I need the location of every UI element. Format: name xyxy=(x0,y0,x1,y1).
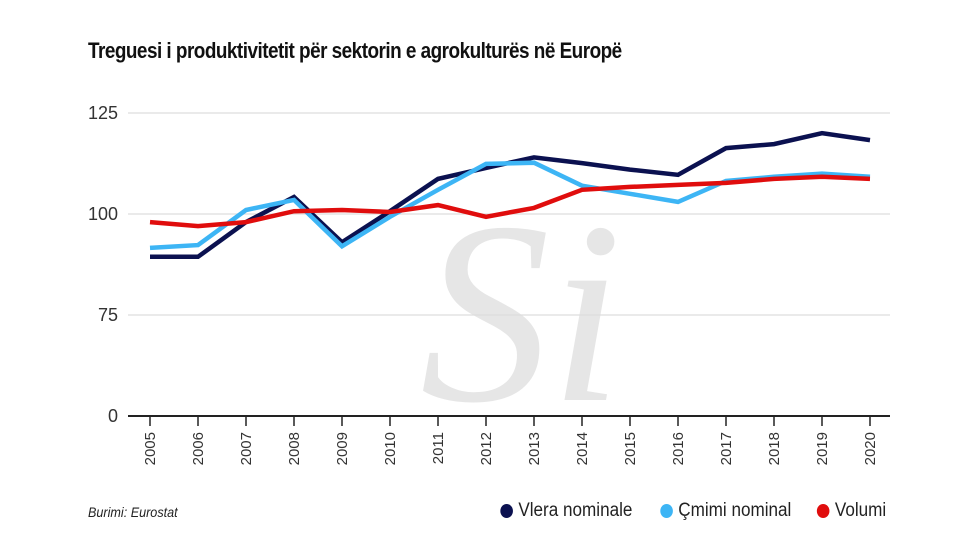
x-tick-label: 2012 xyxy=(478,432,495,465)
watermark-logo: Si xyxy=(420,169,622,457)
x-tick-label: 2020 xyxy=(862,432,879,465)
y-tick-label: 100 xyxy=(88,204,118,224)
x-tick-label: 2005 xyxy=(142,432,159,465)
y-tick-label: 0 xyxy=(108,406,118,426)
x-tick-label: 2009 xyxy=(334,432,351,465)
x-tick-label: 2008 xyxy=(286,432,303,465)
x-tick-label: 2010 xyxy=(382,432,399,465)
y-tick-label: 75 xyxy=(98,305,118,325)
series-line-3 xyxy=(149,174,871,229)
x-tick-label: 2015 xyxy=(622,432,639,465)
x-tick-label: 2007 xyxy=(238,432,255,465)
chart-title: Treguesi i produktivitetit për sektorin … xyxy=(88,38,622,63)
x-tick-label: 2016 xyxy=(670,432,687,465)
x-tick-label: 2018 xyxy=(766,432,783,465)
x-tick-label: 2019 xyxy=(814,432,831,465)
x-tick-label: 2006 xyxy=(190,432,207,465)
legend-item-vlera: Vlera nominale xyxy=(499,500,632,522)
legend-marker-icon xyxy=(816,504,830,518)
source-note: Burimi: Eurostat xyxy=(88,504,178,520)
y-tick-label: 125 xyxy=(88,103,118,123)
x-tick-label: 2014 xyxy=(574,432,591,465)
legend-marker-icon xyxy=(499,504,513,518)
x-tick-label: 2011 xyxy=(430,432,447,464)
legend-label: Volumi xyxy=(834,500,887,521)
legend-marker-icon xyxy=(660,504,674,518)
legend-label: Çmimi nominal xyxy=(678,500,792,521)
legend-label: Vlera nominale xyxy=(517,500,632,521)
legend: Vlera nominale Çmimi nominal Volumi xyxy=(493,500,890,522)
legend-item-cmimi: Çmimi nominal xyxy=(660,500,792,522)
x-tick-label: 2013 xyxy=(526,432,543,465)
legend-item-volumi: Volumi xyxy=(816,500,887,522)
x-tick-label: 2017 xyxy=(718,432,735,465)
